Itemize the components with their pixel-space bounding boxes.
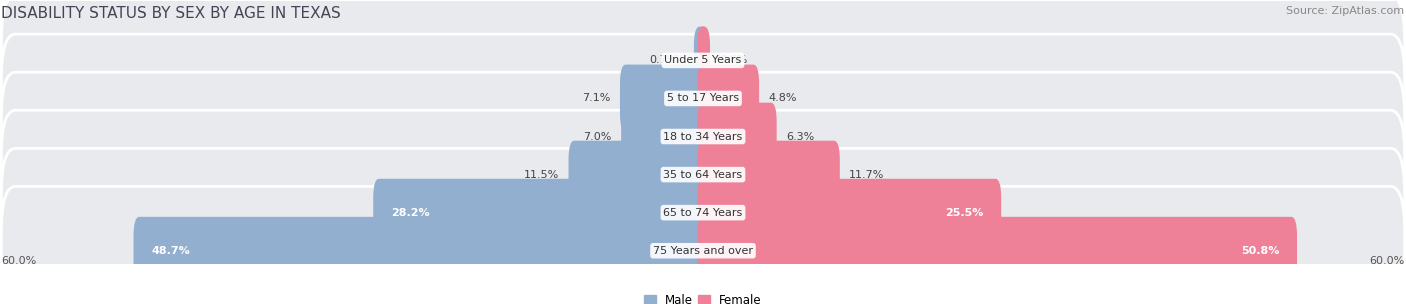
Text: 11.5%: 11.5%: [524, 170, 560, 180]
Text: 25.5%: 25.5%: [945, 208, 984, 218]
Text: 7.1%: 7.1%: [582, 93, 610, 103]
Text: 0.78%: 0.78%: [650, 55, 685, 65]
Text: 75 Years and over: 75 Years and over: [652, 246, 754, 256]
FancyBboxPatch shape: [697, 26, 710, 94]
Text: 6.3%: 6.3%: [786, 132, 814, 142]
FancyBboxPatch shape: [697, 217, 1296, 285]
FancyBboxPatch shape: [568, 141, 709, 209]
FancyBboxPatch shape: [1, 34, 1405, 163]
FancyBboxPatch shape: [1, 0, 1405, 125]
FancyBboxPatch shape: [697, 103, 776, 171]
FancyBboxPatch shape: [697, 141, 839, 209]
Text: 0.6%: 0.6%: [720, 55, 748, 65]
Text: 48.7%: 48.7%: [150, 246, 190, 256]
Text: Under 5 Years: Under 5 Years: [665, 55, 741, 65]
FancyBboxPatch shape: [1, 186, 1405, 304]
Text: 11.7%: 11.7%: [849, 170, 884, 180]
FancyBboxPatch shape: [620, 64, 709, 132]
FancyBboxPatch shape: [1, 110, 1405, 239]
FancyBboxPatch shape: [134, 217, 709, 285]
Text: 60.0%: 60.0%: [1369, 256, 1405, 266]
Text: 7.0%: 7.0%: [583, 132, 612, 142]
Legend: Male, Female: Male, Female: [643, 293, 763, 304]
FancyBboxPatch shape: [695, 26, 709, 94]
Text: 65 to 74 Years: 65 to 74 Years: [664, 208, 742, 218]
Text: 28.2%: 28.2%: [391, 208, 429, 218]
Text: 60.0%: 60.0%: [1, 256, 37, 266]
Text: 18 to 34 Years: 18 to 34 Years: [664, 132, 742, 142]
Text: 5 to 17 Years: 5 to 17 Years: [666, 93, 740, 103]
FancyBboxPatch shape: [373, 179, 709, 247]
FancyBboxPatch shape: [697, 64, 759, 132]
Text: 4.8%: 4.8%: [769, 93, 797, 103]
Text: 35 to 64 Years: 35 to 64 Years: [664, 170, 742, 180]
Text: Source: ZipAtlas.com: Source: ZipAtlas.com: [1286, 6, 1405, 16]
FancyBboxPatch shape: [1, 148, 1405, 277]
FancyBboxPatch shape: [621, 103, 709, 171]
FancyBboxPatch shape: [1, 72, 1405, 201]
Text: DISABILITY STATUS BY SEX BY AGE IN TEXAS: DISABILITY STATUS BY SEX BY AGE IN TEXAS: [1, 6, 342, 21]
FancyBboxPatch shape: [697, 179, 1001, 247]
Text: 50.8%: 50.8%: [1241, 246, 1279, 256]
